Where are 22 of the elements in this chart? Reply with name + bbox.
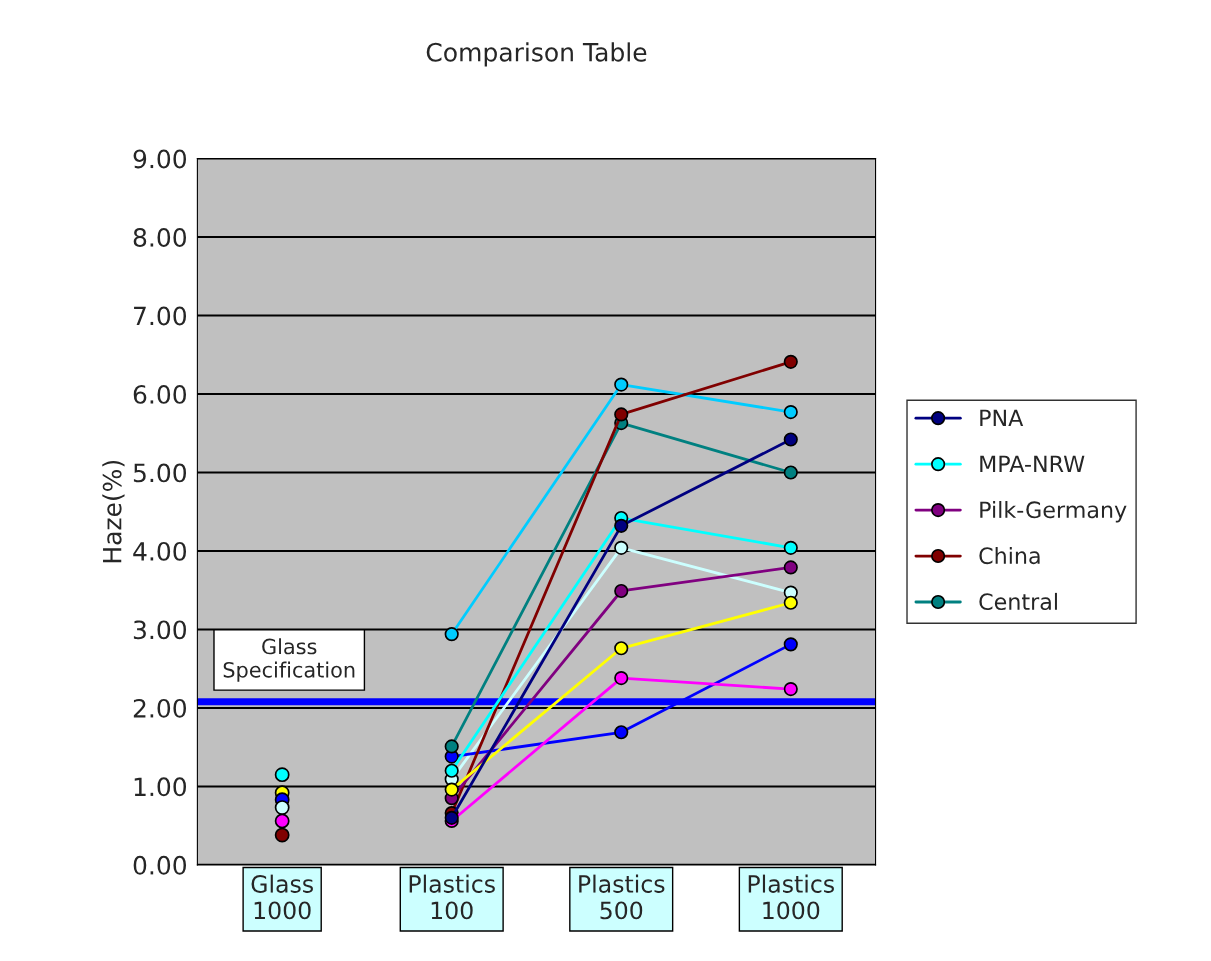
y-tick-label: 1.00 — [134, 777, 187, 797]
legend-label: Central — [979, 592, 1057, 611]
legend-label: China — [979, 546, 1040, 565]
y-tick-label: 3.00 — [133, 620, 187, 640]
chart-title: Comparison Table — [426, 42, 647, 67]
y-tick-label: 9.00 — [133, 149, 187, 169]
y-axis-title: Haze(%) — [102, 460, 125, 563]
y-tick-label: 4.00 — [133, 541, 187, 561]
y-tick-label: 5.00 — [133, 463, 187, 483]
x-tick-label: Plastics 1000 — [748, 874, 834, 920]
x-tick-label: Glass 1000 — [251, 874, 313, 920]
y-tick-label: 6.00 — [133, 384, 187, 404]
x-tick-label: Plastics 500 — [579, 874, 665, 920]
y-tick-label: 0.00 — [133, 855, 187, 875]
legend-label: MPA-NRW — [980, 455, 1085, 472]
y-tick-label: 2.00 — [133, 698, 187, 718]
legend-label: Pilk-Germany — [980, 500, 1127, 523]
y-tick-label: 8.00 — [133, 227, 187, 247]
y-tick-label: 7.00 — [134, 306, 187, 326]
x-tick-label: Plastics 100 — [409, 874, 495, 920]
legend-label: PNA — [980, 409, 1024, 426]
ref-line-label: Glass Specification — [223, 638, 355, 682]
